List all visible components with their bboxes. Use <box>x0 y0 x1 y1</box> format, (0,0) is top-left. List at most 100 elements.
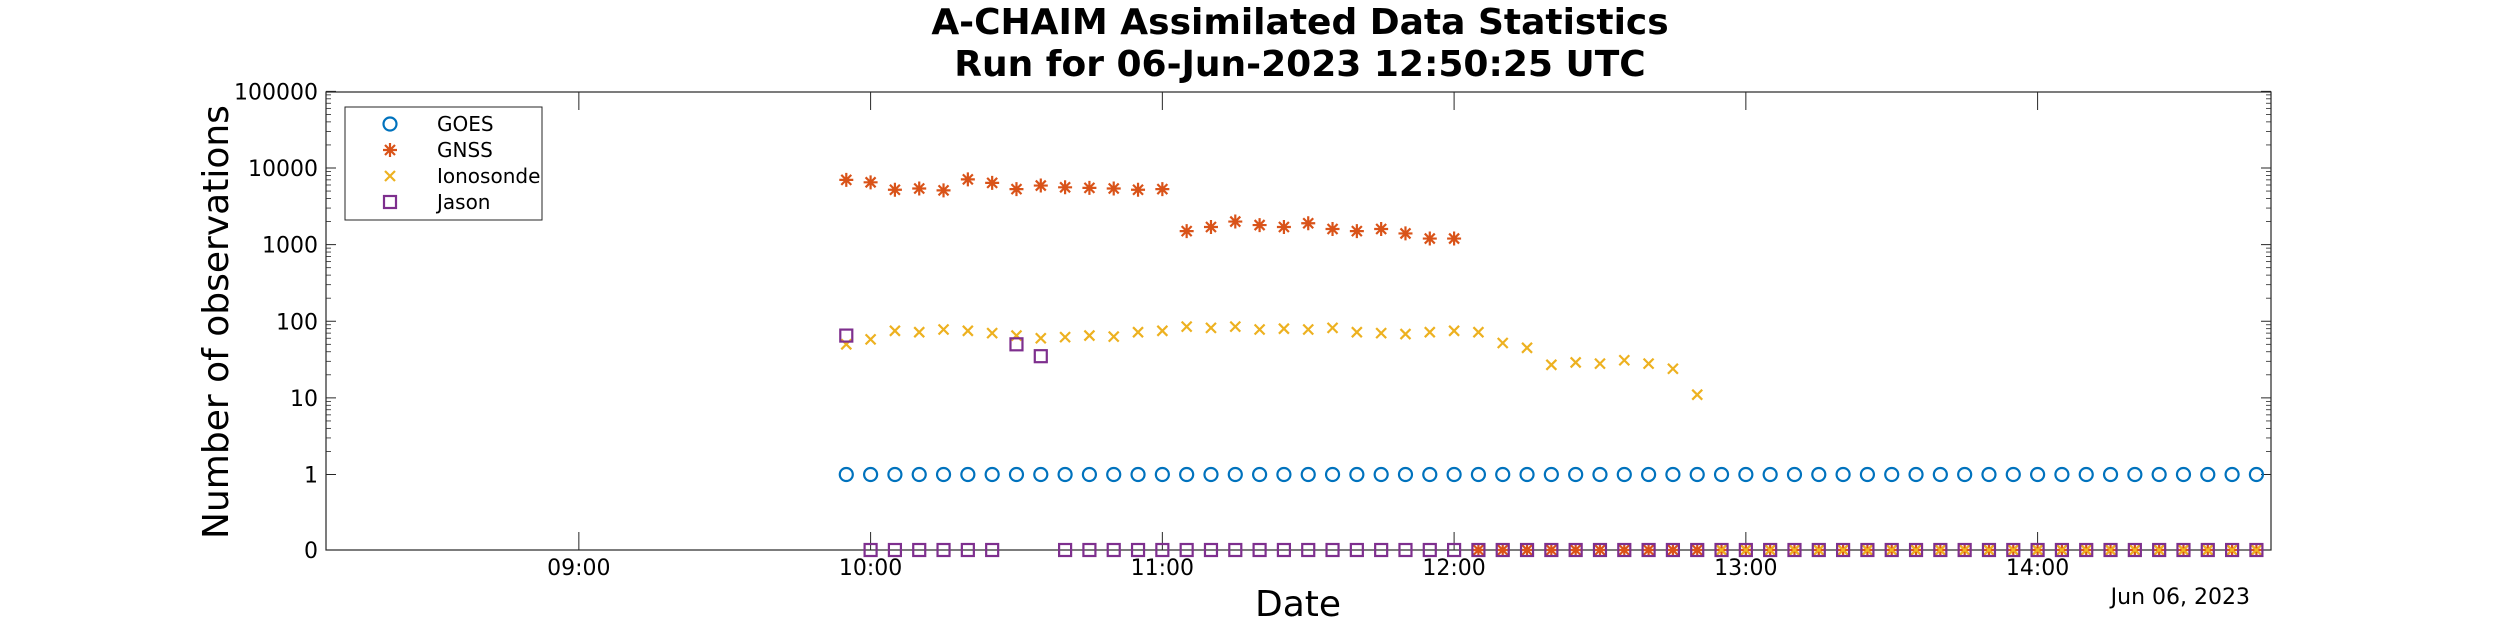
ionosonde-point <box>1545 359 1558 371</box>
goes-point <box>862 466 879 483</box>
jason-point <box>1495 542 1510 558</box>
goes-point <box>2102 466 2119 483</box>
goes-point <box>1932 466 1948 483</box>
jason-point <box>1374 542 1389 558</box>
ionosonde-point <box>1618 354 1631 367</box>
x-tick-label: 09:00 <box>547 556 610 581</box>
legend-label-gnss: GNSS <box>437 138 493 162</box>
ionosonde-point <box>1764 544 1776 556</box>
gnss-point <box>1009 182 1024 197</box>
ionosonde-point <box>2007 544 2020 556</box>
gnss-point <box>1520 543 1535 557</box>
goes-point <box>1227 466 1243 483</box>
legend-marker-goes <box>382 116 398 132</box>
axes: 0 1 10 100 1000 10000 100000 09:00 10:00 11:00 12:… <box>234 80 2271 581</box>
goes-point <box>984 466 1000 483</box>
x-tick-label: 11:00 <box>1131 556 1194 581</box>
jason-point <box>1908 542 1924 558</box>
y-tick-label: 10000 <box>248 157 318 182</box>
gnss-point <box>985 175 1000 190</box>
jason-point <box>1349 542 1364 558</box>
jason-point <box>1130 542 1146 558</box>
gnss-point <box>912 181 927 196</box>
ionosonde-point <box>1910 544 1922 556</box>
ionosonde-point <box>1667 362 1679 375</box>
x-tick-label: 13:00 <box>1714 556 1777 581</box>
goes-point <box>1106 466 1122 483</box>
y-tick-label: 1 <box>304 464 318 489</box>
ionosonde-point <box>1059 331 1071 343</box>
ionosonde-point <box>1691 388 1703 401</box>
jason-point <box>1884 542 1899 558</box>
ionosonde-point <box>1083 329 1096 342</box>
gnss-point <box>1106 181 1121 196</box>
ionosonde-point <box>1351 326 1363 338</box>
goes-point <box>1373 466 1389 483</box>
ionosonde-point <box>1715 544 1728 556</box>
goes-point <box>1446 466 1462 483</box>
jason-point <box>1763 542 1778 558</box>
jason-point <box>1690 542 1705 558</box>
goes-point <box>2224 466 2240 483</box>
jason-point <box>1714 542 1729 558</box>
jason-point <box>1981 542 1997 558</box>
jason-point <box>2054 542 2070 558</box>
ionosonde-point <box>864 333 877 346</box>
gnss-point <box>936 183 951 198</box>
ionosonde-point <box>1934 544 1947 556</box>
goes-point <box>2127 466 2143 483</box>
gnss-point <box>1033 178 1048 193</box>
plot-area <box>325 91 2272 551</box>
jason-point <box>1276 542 1292 558</box>
gnss-point <box>1471 543 1486 557</box>
jason-point <box>985 542 1000 558</box>
ionosonde-point <box>1035 332 1047 345</box>
gnss-point <box>863 175 878 190</box>
ionosonde-point <box>2129 544 2141 556</box>
goes-point <box>1665 466 1681 483</box>
ionosonde-point <box>1424 326 1436 338</box>
jason-point <box>2249 542 2264 558</box>
ionosonde-point <box>937 323 950 336</box>
gnss-point <box>960 172 975 187</box>
ionosonde-point <box>1375 327 1387 339</box>
jason-point <box>1787 542 1802 558</box>
gnss-point <box>1495 543 1510 557</box>
ionosonde-point <box>1107 330 1120 343</box>
legend-label-jason: Jason <box>435 190 491 214</box>
ionosonde-point <box>1448 325 1460 337</box>
jason-point <box>1446 542 1462 558</box>
jason-point <box>912 542 927 558</box>
goes-point <box>2200 466 2216 483</box>
gnss-point <box>1641 543 1656 557</box>
goes-point <box>2078 466 2094 483</box>
ionosonde-point <box>1521 342 1533 354</box>
jason-point <box>1738 542 1753 558</box>
ionosonde-point <box>1156 325 1169 337</box>
jason-point <box>1617 542 1632 558</box>
x-tick-label: 10:00 <box>839 556 902 581</box>
goes-point <box>911 466 927 483</box>
ionosonde-point <box>986 327 998 339</box>
jason-point <box>2103 542 2118 558</box>
jason-point <box>936 542 951 558</box>
goes-point <box>1251 466 1268 483</box>
ionosonde-point <box>1180 320 1193 333</box>
gnss-point <box>1203 219 1218 234</box>
gnss-point <box>1592 543 1607 557</box>
goes-point <box>1762 466 1778 483</box>
x-tick-label: 14:00 <box>2006 556 2069 581</box>
y-tick-label: 10 <box>290 387 318 412</box>
y-tick-label: 100 <box>276 310 318 335</box>
ionosonde-point <box>1253 323 1266 336</box>
ionosonde-point <box>1302 323 1314 336</box>
jason-point <box>1471 542 1486 558</box>
jason-point <box>1203 542 1219 558</box>
ionosonde-point <box>1569 356 1582 369</box>
gnss-point <box>1665 543 1680 557</box>
ionosonde-point <box>2080 544 2093 556</box>
goes-point <box>1957 466 1973 483</box>
goes-point <box>1981 466 1997 483</box>
goes-point <box>935 466 952 483</box>
jason-point <box>1252 542 1267 558</box>
